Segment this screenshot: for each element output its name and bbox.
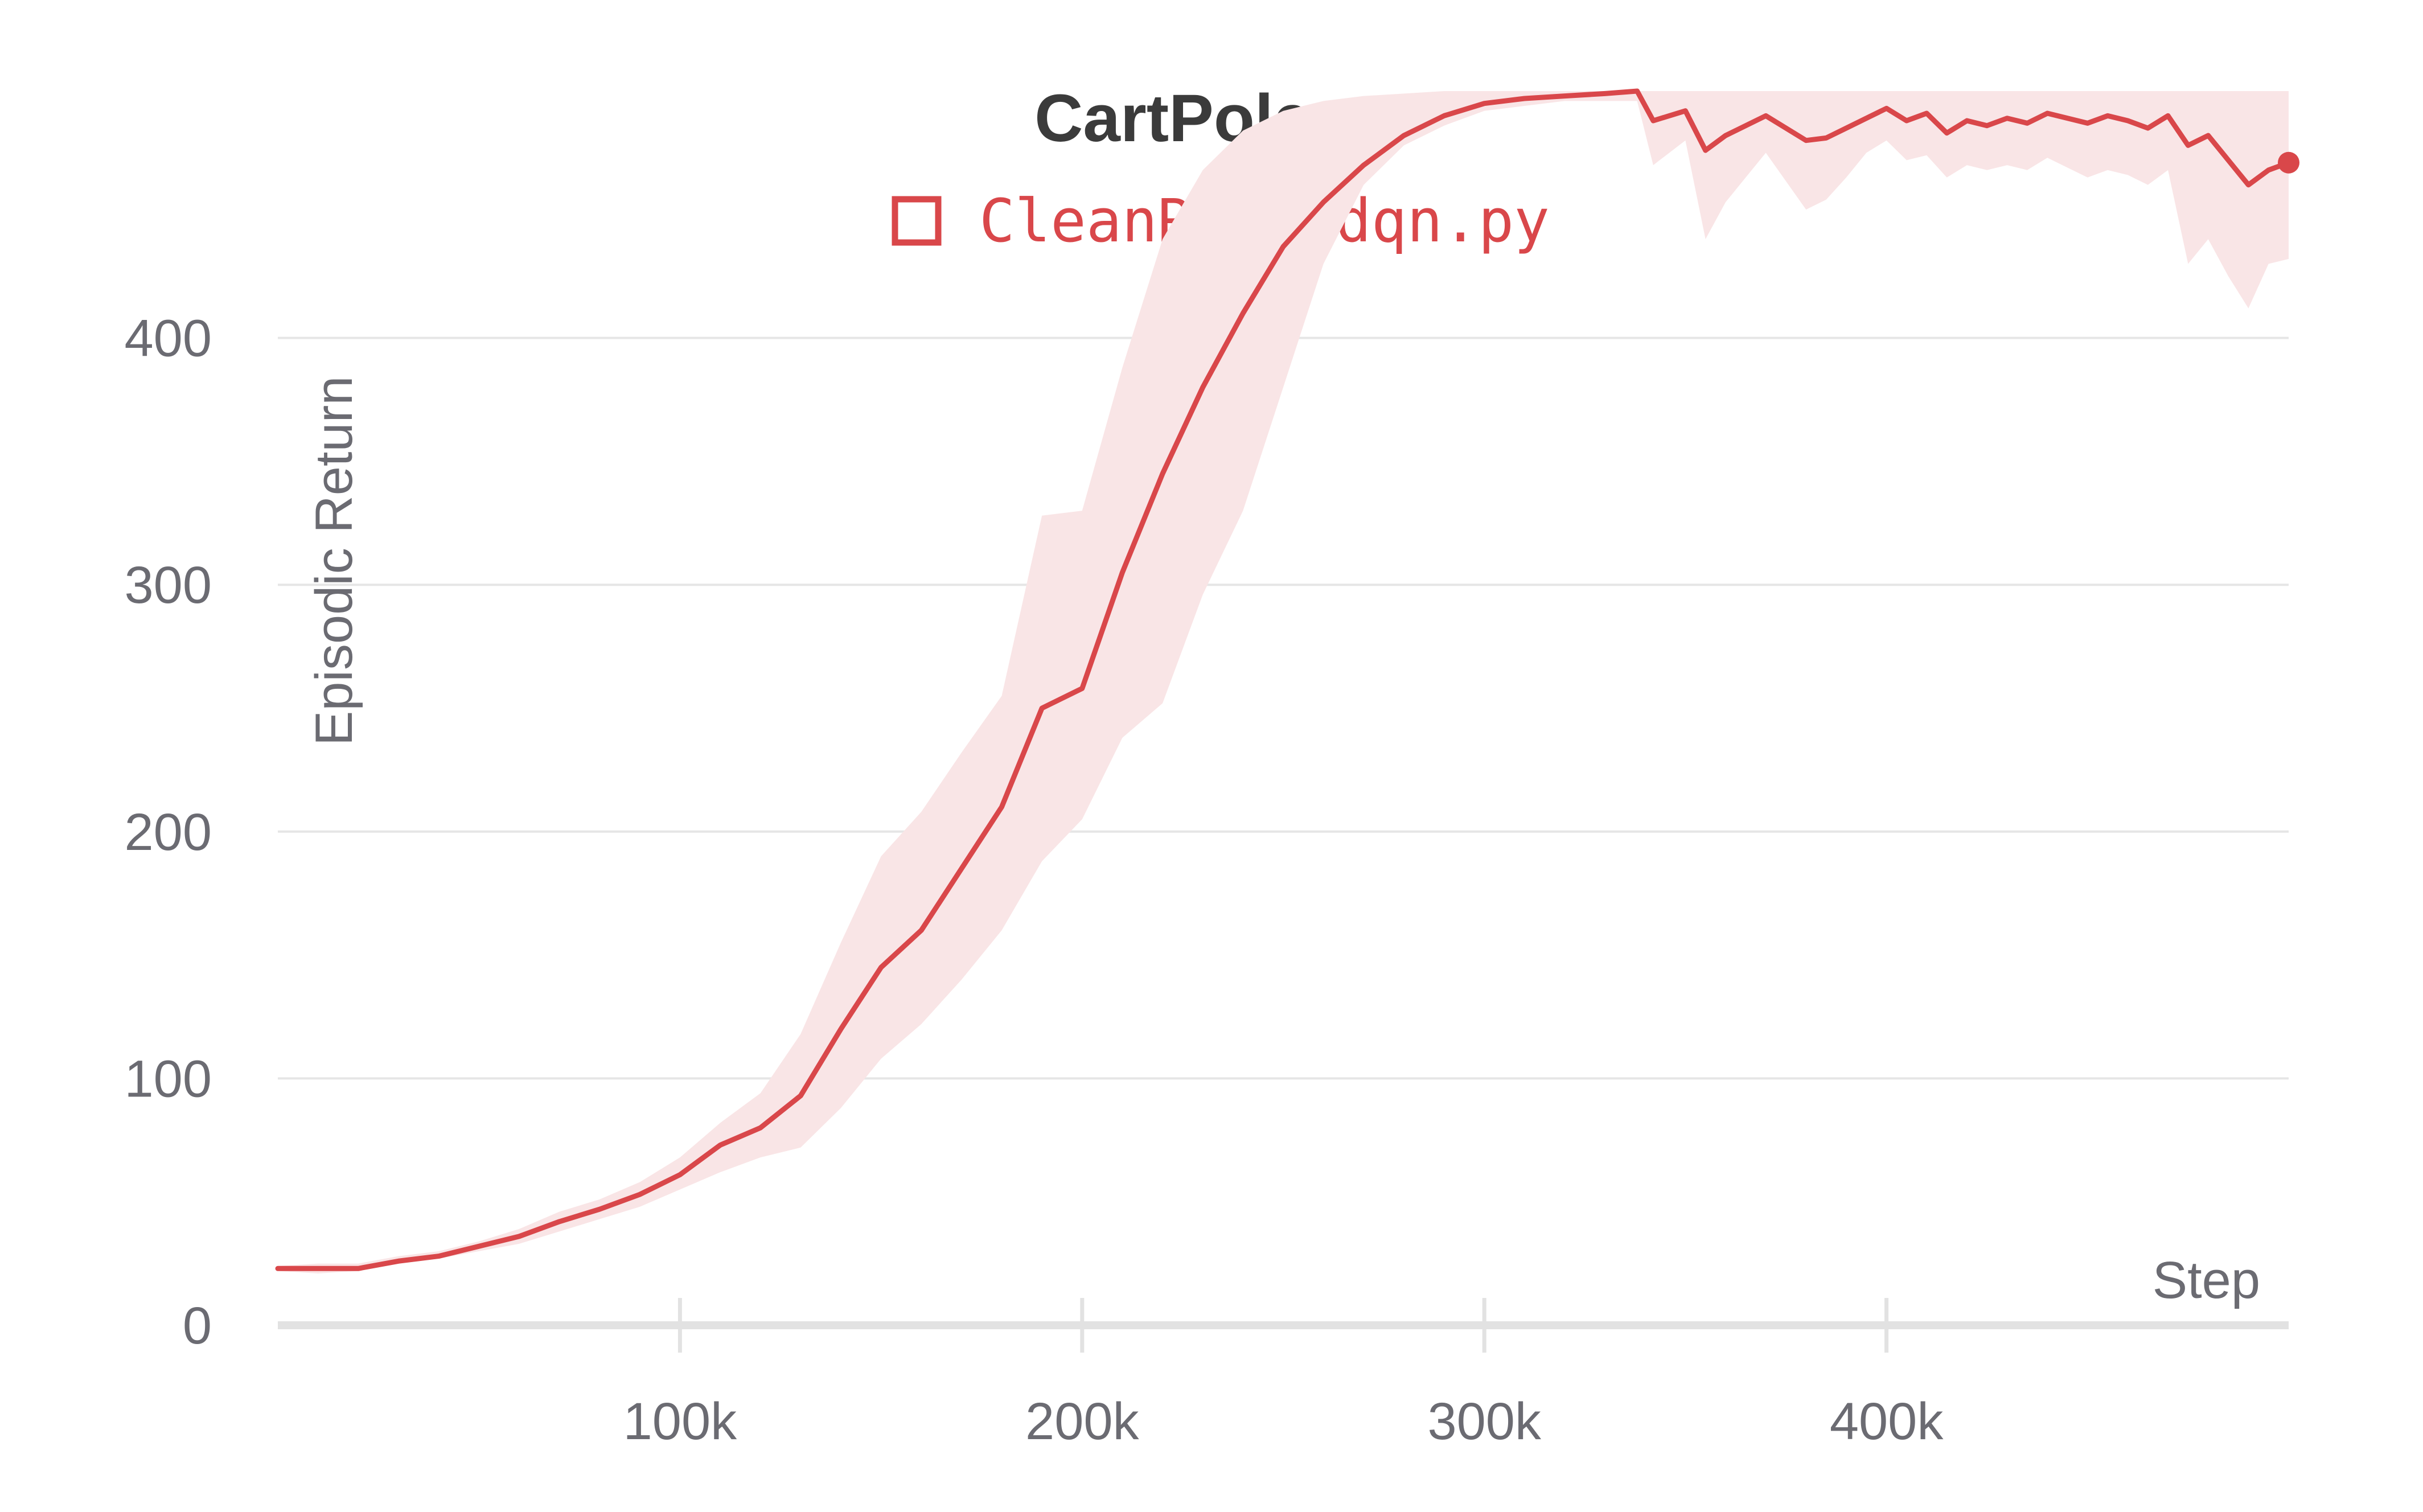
grid-lines	[278, 336, 2289, 1080]
x-tick-label: 200k	[1025, 1392, 1139, 1451]
y-tick-labels: 0 100 200 300 400	[125, 310, 212, 1355]
x-tick-labels: 100k 200k 300k 400k	[623, 1392, 1944, 1451]
x-tick-label: 100k	[623, 1392, 737, 1451]
legend-swatch	[892, 196, 942, 246]
y-tick-label: 300	[125, 556, 212, 614]
y-tick-label: 100	[125, 1050, 212, 1108]
y-tick-label: 200	[125, 803, 212, 861]
y-axis-label: Episodic Return	[305, 376, 363, 746]
x-tick-label: 400k	[1830, 1392, 1944, 1451]
y-tick-label: 400	[125, 310, 212, 368]
y-tick-label: 0	[183, 1297, 212, 1355]
x-tick-label: 300k	[1427, 1392, 1541, 1451]
series-end-marker[interactable]	[2278, 151, 2299, 174]
confidence-band	[278, 91, 2289, 1273]
x-axis-label: Step	[2153, 1251, 2260, 1309]
series-line[interactable]	[275, 88, 2291, 1271]
